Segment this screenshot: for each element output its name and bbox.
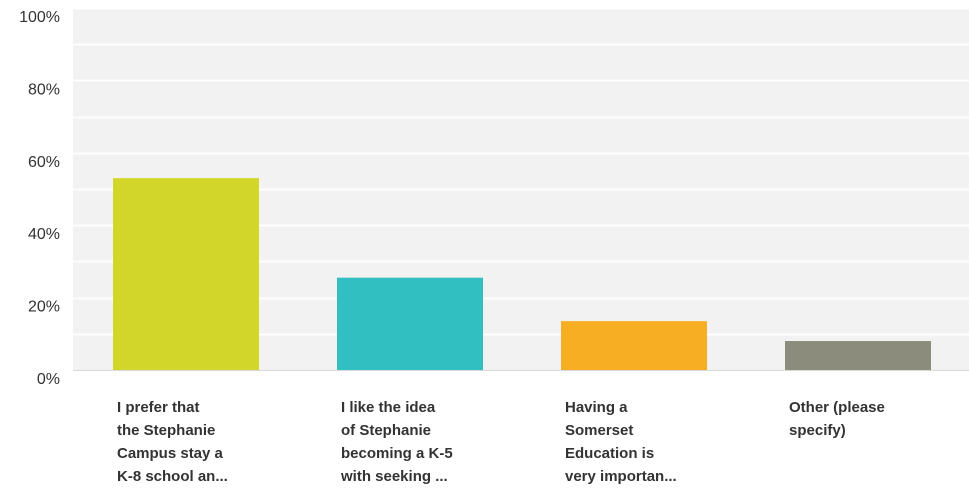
x-category-label-line: very importan...	[565, 468, 677, 485]
x-category-label-line: I prefer that	[117, 399, 200, 416]
x-category-label: Other (please specify)	[789, 399, 885, 439]
y-tick-label: 60%	[28, 154, 60, 171]
x-category-label-line: with seeking ...	[340, 468, 448, 485]
y-tick-label: 80%	[28, 81, 60, 98]
x-category-label: Having a Somerset Education is very importa…	[565, 399, 677, 485]
x-category-label-line: Education is	[565, 445, 654, 462]
y-tick-label: 20%	[28, 299, 60, 316]
bars	[113, 178, 931, 370]
x-category-label-line: Having a	[565, 399, 628, 416]
y-tick-label: 100%	[19, 9, 60, 26]
x-category-label-line: the Stephanie	[117, 422, 215, 439]
x-category-label-line: Other (please	[789, 399, 885, 416]
y-axis-ticks: 0% 20% 40% 60% 80% 100%	[19, 9, 60, 388]
x-category-label-line: of Stephanie	[341, 422, 431, 439]
y-tick-label: 0%	[37, 371, 60, 388]
x-axis-labels: I prefer that the Stephanie Campus stay a K…	[117, 399, 885, 485]
y-tick-label: 40%	[28, 226, 60, 243]
x-category-label-line: K-8 school an...	[117, 468, 228, 485]
x-category-label-line: Campus stay a	[117, 445, 224, 462]
x-category-label: I prefer that the Stephanie Campus stay a K…	[117, 399, 228, 485]
x-category-label-line: I like the idea	[341, 399, 436, 416]
bar-2[interactable]	[337, 277, 483, 370]
x-category-label-line: Somerset	[565, 422, 633, 439]
x-category-label: I like the idea of Stephanie becoming a K-…	[340, 399, 453, 485]
bar-3[interactable]	[561, 321, 707, 370]
x-category-label-line: specify)	[789, 422, 846, 439]
bar-1[interactable]	[113, 178, 259, 370]
bar-4[interactable]	[785, 341, 931, 370]
x-category-label-line: becoming a K-5	[341, 445, 453, 462]
